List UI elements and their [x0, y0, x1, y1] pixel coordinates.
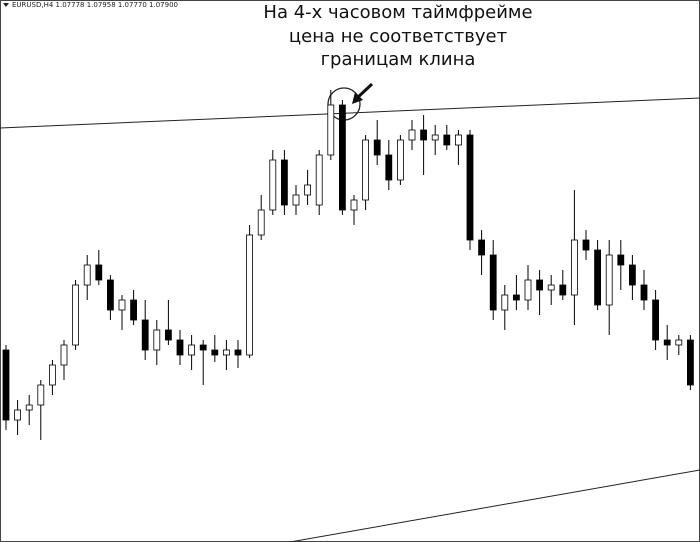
- candle-body: [408, 129, 416, 141]
- candles: [2, 90, 694, 440]
- candle-body: [559, 284, 567, 296]
- candle-body: [443, 134, 451, 146]
- candle-body: [582, 239, 590, 251]
- candle-body: [269, 159, 277, 211]
- candle-body: [130, 299, 138, 321]
- annotation-line: На 4-х часовом таймфрейме: [263, 2, 532, 23]
- candle-body: [547, 284, 555, 291]
- lower-trendline: [289, 469, 700, 542]
- candle-body: [234, 349, 242, 356]
- symbol-header: EURUSD,H4 1.07778 1.07958 1.07770 1.0790…: [12, 1, 178, 9]
- candle-body: [188, 344, 196, 356]
- candle-body: [489, 254, 497, 311]
- annotation-line: границам клина: [321, 49, 476, 70]
- candle-body: [95, 264, 103, 281]
- candle-body: [176, 339, 184, 356]
- candle-body: [605, 254, 613, 306]
- arrow-head: [352, 92, 363, 104]
- candle-body: [118, 299, 126, 311]
- candle-body: [338, 104, 346, 211]
- candle-body: [350, 199, 358, 211]
- candle-body: [164, 329, 172, 341]
- candle-body: [2, 349, 10, 421]
- candle-body: [373, 139, 381, 156]
- candle-body: [454, 134, 462, 146]
- candle-body: [153, 329, 161, 351]
- candle-body: [222, 349, 230, 356]
- candle-body: [25, 404, 33, 411]
- candle-body: [431, 134, 439, 141]
- candle-body: [14, 409, 22, 421]
- candle-body: [501, 294, 509, 311]
- candle-body: [594, 249, 601, 306]
- candle-body: [199, 344, 207, 351]
- candle-body: [107, 279, 114, 311]
- candle-body: [246, 234, 254, 356]
- candle-body: [524, 279, 532, 301]
- candle-body: [652, 299, 659, 341]
- candle-body: [396, 139, 404, 181]
- candle-body: [420, 129, 428, 141]
- candle-body: [49, 364, 56, 386]
- candle-body: [617, 254, 625, 266]
- candle-body: [466, 134, 474, 241]
- candle-body: [513, 294, 520, 301]
- candle-body: [257, 209, 265, 236]
- candle-body: [315, 154, 323, 206]
- candle-body: [629, 264, 636, 286]
- candle-body: [675, 339, 683, 346]
- candle-body: [571, 239, 578, 296]
- candle-body: [60, 344, 68, 366]
- candle-body: [141, 319, 149, 351]
- candle-body: [385, 154, 393, 181]
- candle-body: [292, 194, 300, 206]
- candle-body: [83, 264, 91, 286]
- candle-body: [640, 284, 648, 301]
- candle-body: [663, 339, 671, 346]
- candle-body: [304, 184, 312, 196]
- candle-body: [478, 239, 486, 256]
- candle-body: [211, 349, 219, 356]
- candle-body: [536, 279, 543, 291]
- candle-body: [687, 339, 694, 386]
- menu-icon: [3, 3, 9, 7]
- candle-body: [280, 159, 288, 206]
- annotation-line: цена не соответствует: [289, 26, 507, 47]
- candle-body: [362, 139, 370, 201]
- candle-body: [37, 384, 45, 406]
- candle-body: [72, 284, 79, 346]
- candle-body: [327, 104, 335, 156]
- upper-trendline: [0, 97, 700, 129]
